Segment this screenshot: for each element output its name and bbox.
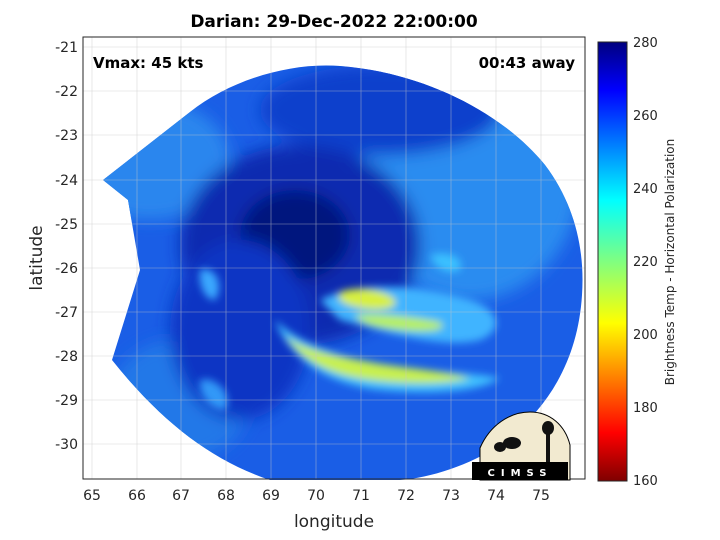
- y-tick-label: -24: [55, 173, 78, 189]
- vmax-label: Vmax: 45 kts: [93, 54, 203, 72]
- x-tick-label: 74: [487, 488, 505, 504]
- x-tick-label: 67: [172, 488, 190, 504]
- colorbar-gradient: [597, 41, 628, 482]
- x-tick-label: 65: [83, 488, 101, 504]
- y-tick-label: -25: [55, 217, 78, 233]
- colorbar-tick-label: 180: [633, 401, 658, 416]
- x-tick-label: 66: [128, 488, 146, 504]
- x-tick-label: 68: [217, 488, 235, 504]
- y-tick-label: -21: [55, 40, 78, 56]
- x-tick-label: 72: [397, 488, 415, 504]
- y-tick-label: -30: [55, 437, 78, 453]
- x-tick-label: 75: [532, 488, 550, 504]
- chart-title: Darian: 29-Dec-2022 22:00:00: [190, 12, 478, 32]
- colorbar: 280 260 240 220 200 180 160 Brightness T…: [597, 36, 677, 489]
- x-axis-label: longitude: [294, 512, 374, 532]
- y-axis-label: latitude: [27, 225, 47, 290]
- colorbar-tick-label: 280: [633, 36, 658, 51]
- colorbar-tick-label: 200: [633, 328, 658, 343]
- time-away-label: 00:43 away: [479, 54, 576, 72]
- colorbar-tick-label: 160: [633, 474, 658, 489]
- y-tick-label: -26: [55, 261, 78, 277]
- y-tick-label: -27: [55, 305, 78, 321]
- y-tick-label: -23: [55, 128, 78, 144]
- y-tick-label: -29: [55, 393, 78, 409]
- colorbar-label: Brightness Temp - Horizontal Polarizatio…: [663, 139, 677, 386]
- x-tick-label: 73: [442, 488, 460, 504]
- y-tick-label: -22: [55, 84, 78, 100]
- x-tick-label: 69: [262, 488, 280, 504]
- colorbar-tick-label: 220: [633, 255, 658, 270]
- x-tick-label: 71: [352, 488, 370, 504]
- y-tick-labels: -21 -22 -23 -24 -25 -26 -27 -28 -29 -30: [55, 40, 78, 453]
- axes-frame: [82, 36, 586, 480]
- cimss-logo: CIMSS: [472, 411, 571, 481]
- colorbar-tick-label: 240: [633, 182, 658, 197]
- logo-text: CIMSS: [488, 468, 553, 479]
- y-tick-label: -28: [55, 349, 78, 365]
- x-tick-labels: 65 66 67 68 69 70 71 72 73 74 75: [83, 488, 550, 504]
- x-tick-label: 70: [307, 488, 325, 504]
- colorbar-tick-label: 260: [633, 109, 658, 124]
